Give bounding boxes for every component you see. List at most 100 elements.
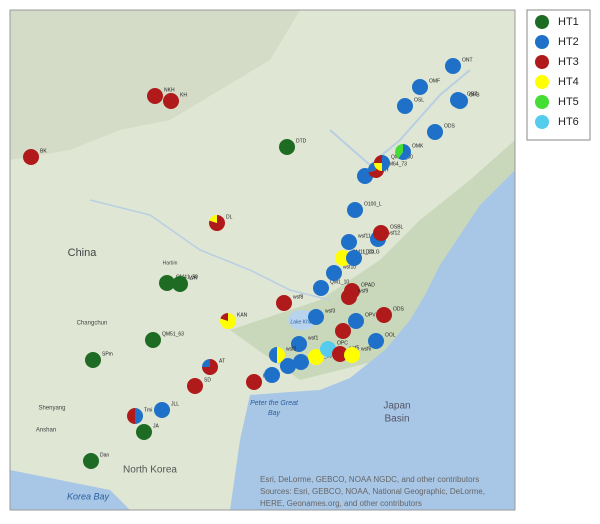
site-marker: wsf10 — [326, 264, 356, 281]
pie-slice — [154, 402, 170, 418]
site-marker: SPm — [85, 351, 113, 368]
pie-slice — [127, 408, 135, 424]
site-label: OBZ — [467, 91, 477, 97]
pie-slice — [374, 163, 382, 171]
site-label: DTD — [296, 138, 307, 144]
site-marker: wsf6 — [344, 346, 372, 363]
pie-slice — [313, 280, 329, 296]
pie-slice — [279, 139, 295, 155]
site-label: OSL — [414, 97, 424, 103]
site-label: QM51_63 — [162, 331, 184, 337]
site-marker: wsf8 — [276, 294, 304, 311]
site-label: SD — [204, 377, 211, 383]
pie-slice — [412, 79, 428, 95]
pie-slice — [85, 352, 101, 368]
site-label: KH — [180, 92, 187, 98]
pie-slice — [172, 276, 188, 292]
map-label: Japan — [383, 401, 410, 412]
site-label: ODS — [393, 306, 405, 312]
site-label: wsf12 — [387, 230, 400, 236]
legend-swatch — [535, 75, 549, 89]
site-label: QM11_20 — [352, 249, 374, 255]
site-label: OMK — [412, 143, 424, 149]
pie-slice — [147, 88, 163, 104]
pie-slice — [276, 295, 292, 311]
pie-slice — [341, 234, 357, 250]
pie-slice — [202, 359, 210, 367]
site-marker: JA — [136, 423, 160, 440]
pie-slice — [382, 155, 390, 171]
site-marker: OMK — [395, 143, 424, 160]
pie-slice — [332, 346, 348, 362]
site-marker: wsf2 — [269, 346, 297, 363]
site-marker: QM51_63 — [145, 331, 184, 348]
site-marker: ONT — [445, 57, 473, 74]
site-marker: QM41_50 — [159, 274, 198, 291]
map-label: Basin — [384, 414, 409, 425]
legend-label: HT1 — [558, 16, 579, 28]
site-label: ODS — [444, 123, 456, 129]
site-marker: OSL — [397, 97, 424, 114]
map-label: Shenyang — [38, 406, 65, 412]
pie-slice — [348, 313, 364, 329]
map-label: Anshan — [36, 428, 56, 434]
pie-slice — [145, 332, 161, 348]
pie-slice — [335, 250, 351, 266]
site-label: OPB — [469, 92, 480, 98]
site-marker: OSBL — [373, 224, 404, 241]
site-label: wsf9 — [358, 288, 369, 294]
pie-slice — [320, 341, 336, 357]
site-marker: ODS — [427, 123, 456, 140]
site-label: Dan — [100, 452, 109, 458]
pie-slice — [398, 144, 411, 160]
site-marker: SD — [187, 377, 211, 394]
site-label: OMF — [429, 78, 440, 84]
pie-slice — [136, 424, 152, 440]
site-marker: DL — [209, 214, 233, 231]
pie-slice — [368, 333, 384, 349]
site-marker: O100_L — [347, 201, 382, 218]
site-label: OSBL — [390, 224, 404, 230]
site-marker: NKH — [147, 87, 175, 104]
pie-slice — [246, 374, 262, 390]
pie-slice — [163, 93, 179, 109]
pie-slice — [293, 354, 309, 370]
site-label: JLL — [171, 401, 179, 407]
pie-slice — [374, 155, 382, 163]
pie-slice — [308, 349, 324, 365]
site-marker: DTD — [279, 138, 307, 155]
site-marker: WR — [172, 275, 198, 292]
site-label: OOL — [385, 332, 396, 338]
map-label: Lake Khanka — [290, 319, 319, 325]
pie-slice — [23, 149, 39, 165]
pie-slice — [452, 93, 468, 109]
site-marker: JLL — [154, 401, 179, 418]
site-marker: BK — [23, 148, 47, 165]
pie-slice — [135, 408, 143, 424]
site-label: OPAD — [361, 282, 375, 288]
site-marker: wsf9 — [341, 288, 369, 305]
attribution: Sources: Esri, GEBCO, NOAA, National Geo… — [260, 487, 485, 496]
site-label: SPm — [102, 351, 113, 357]
attribution: Esri, DeLorme, GEBCO, NOAA NGDC, and oth… — [260, 475, 479, 484]
pie-slice — [159, 275, 175, 291]
site-label: KAN — [237, 312, 248, 318]
site-label: LDCLG — [363, 249, 380, 255]
site-label: Tmi — [144, 407, 152, 413]
legend-swatch — [535, 35, 549, 49]
site-label: ONT — [462, 57, 473, 63]
site-marker: KAN — [220, 312, 248, 329]
pie-slice — [376, 307, 392, 323]
pie-slice — [220, 313, 228, 321]
legend-swatch — [535, 55, 549, 69]
site-marker: wsf3 — [308, 308, 336, 325]
legend-swatch — [535, 115, 549, 129]
site-label: QM41_50 — [176, 274, 198, 280]
site-label: JA — [153, 423, 160, 429]
pie-slice — [344, 347, 360, 363]
site-marker: Tmi — [127, 407, 152, 424]
pie-slice — [395, 144, 403, 159]
site-label: BK — [40, 148, 47, 154]
site-label: OPV — [365, 312, 376, 318]
